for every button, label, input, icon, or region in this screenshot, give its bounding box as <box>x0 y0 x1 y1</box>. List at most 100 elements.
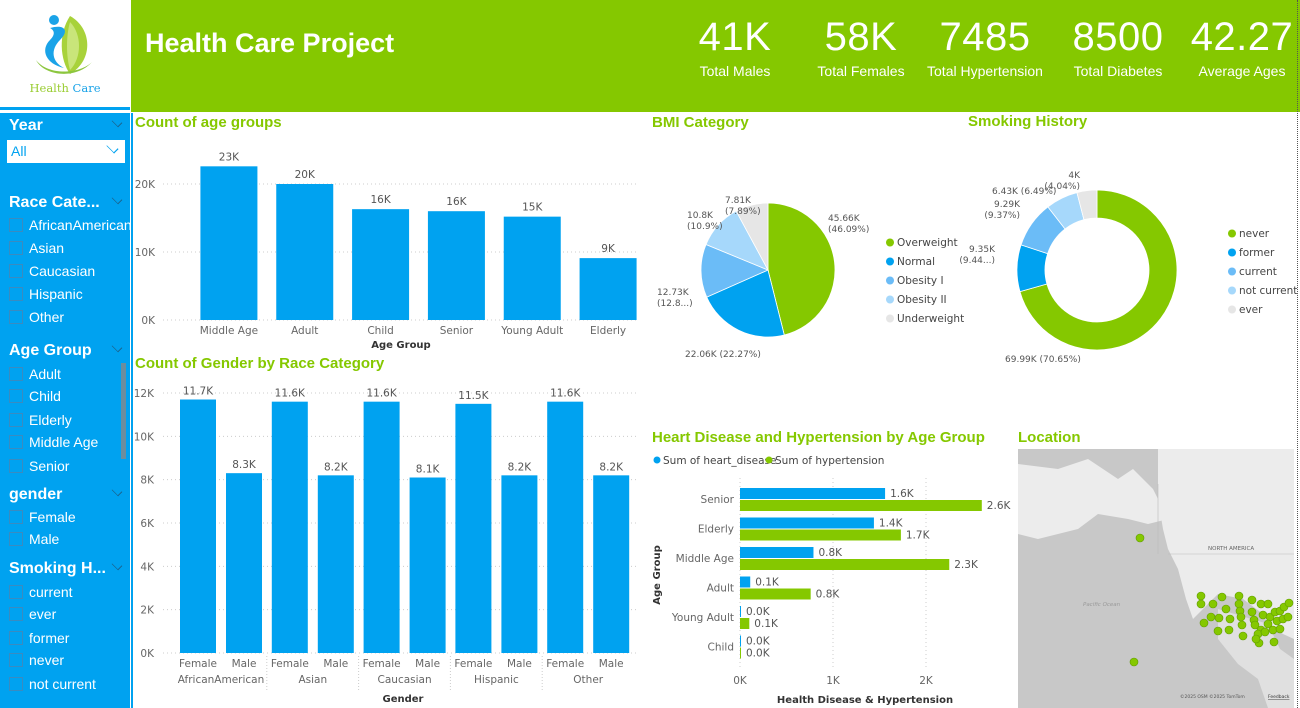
checkbox[interactable] <box>9 218 23 232</box>
race-option-africanamerican[interactable]: AfricanAmerican <box>9 215 132 235</box>
y-tick-label: Middle Age <box>676 553 734 565</box>
kpi-value: 7485 <box>939 15 1031 59</box>
group-label: Asian <box>298 674 327 686</box>
kpi-label: Total Males <box>699 63 771 79</box>
map-title: Location <box>1018 429 1081 446</box>
race-option-asian[interactable]: Asian <box>9 238 64 258</box>
race-option-caucasian[interactable]: Caucasian <box>9 261 95 281</box>
checkbox[interactable] <box>9 585 23 599</box>
age-option-child[interactable]: Child <box>9 386 61 406</box>
location-markers <box>1129 533 1294 667</box>
location-map[interactable]: NORTH AMERICA Pacific Ocean ©2025 OSM ©2… <box>1018 449 1294 708</box>
gender-option-female[interactable]: Female <box>9 507 76 527</box>
x-tick-label: Female <box>179 658 217 670</box>
location-marker <box>1135 533 1145 543</box>
age-option-elderly[interactable]: Elderly <box>9 410 72 430</box>
age-groups-chart-title: Count of age groups <box>135 114 282 131</box>
legend-marker <box>886 276 894 285</box>
data-label: 16K <box>446 196 467 208</box>
location-marker <box>1238 631 1248 641</box>
chevron-down-icon[interactable] <box>111 341 123 353</box>
y-tick-label: 10K <box>134 431 155 443</box>
x-tick-label: Male <box>323 658 348 670</box>
x-tick-label: 0K <box>733 675 748 687</box>
checkbox[interactable] <box>9 435 23 449</box>
kpi-card-total-males: 41K Total Males <box>687 14 783 80</box>
data-label: 1.7K <box>906 530 931 542</box>
smoking-option-current[interactable]: current <box>9 582 73 602</box>
location-marker <box>1268 625 1278 635</box>
kpi-label: Total Diabetes <box>1073 63 1163 79</box>
x-axis-title: Age Group <box>371 340 430 351</box>
gender-option-male[interactable]: Male <box>9 529 59 549</box>
age-group-scrollbar[interactable] <box>121 363 126 459</box>
location-marker <box>1237 620 1247 630</box>
slice-data-label: 10.8K <box>687 211 714 221</box>
legend-label: not current <box>1239 285 1297 297</box>
bar <box>740 488 886 499</box>
map-feedback-link[interactable]: Feedback <box>1268 694 1290 700</box>
chevron-down-icon[interactable] <box>111 116 123 128</box>
checkbox[interactable] <box>9 264 23 278</box>
location-marker <box>1234 591 1244 601</box>
x-tick-label: Elderly <box>590 325 626 337</box>
year-dropdown[interactable]: All <box>7 140 125 163</box>
checkbox[interactable] <box>9 367 23 381</box>
smoking-donut-chart: 69.99K (70.65%) never 9.35K(9.44...) former… <box>960 171 1297 365</box>
location-marker <box>1208 599 1218 609</box>
logo-text: Health Care <box>29 81 101 95</box>
chevron-down-icon[interactable] <box>111 485 123 497</box>
race-option-other[interactable]: Other <box>9 307 64 327</box>
checkbox[interactable] <box>9 677 23 691</box>
bmi-chart-title: BMI Category <box>652 114 749 131</box>
bar <box>740 618 750 629</box>
slice-data-label: (46.09%) <box>828 225 869 235</box>
kpi-card-average-ages: 42.27 Average Ages <box>1189 14 1295 80</box>
bar <box>276 184 334 320</box>
chevron-down-icon <box>106 141 119 154</box>
legend-label: never <box>1239 228 1270 240</box>
bar <box>427 211 485 320</box>
age-option-adult[interactable]: Adult <box>9 364 61 384</box>
checkbox[interactable] <box>9 413 23 427</box>
map-canvas[interactable]: NORTH AMERICA Pacific Ocean ©2025 OSM ©2… <box>1018 449 1294 708</box>
alaska-landmass <box>1018 459 1168 539</box>
legend-label: Obesity II <box>897 294 947 306</box>
y-tick-label: Adult <box>707 583 734 595</box>
checkbox[interactable] <box>9 607 23 621</box>
checkbox[interactable] <box>9 459 23 473</box>
checkbox[interactable] <box>9 287 23 301</box>
location-marker <box>1250 620 1260 630</box>
legend-label: ever <box>1239 304 1263 316</box>
age-option-middle-age[interactable]: Middle Age <box>9 432 98 452</box>
checkbox[interactable] <box>9 653 23 667</box>
checkbox[interactable] <box>9 532 23 546</box>
smoking-option-never[interactable]: never <box>9 650 64 670</box>
chevron-down-icon[interactable] <box>111 559 123 571</box>
filter-sidebar: Year All Race Cate... AfricanAmerican As… <box>0 113 132 708</box>
year-selected-value: All <box>11 143 27 159</box>
divider <box>1297 0 1298 708</box>
smoking-option-former[interactable]: former <box>9 628 69 648</box>
slice-data-label: 9.35K <box>969 245 996 255</box>
checkbox[interactable] <box>9 241 23 255</box>
bar <box>200 166 258 320</box>
checkbox[interactable] <box>9 510 23 524</box>
checkbox[interactable] <box>9 631 23 645</box>
checkbox[interactable] <box>9 389 23 403</box>
page-title: Health Care Project <box>145 28 395 58</box>
smoking-option-ever[interactable]: ever <box>9 604 56 624</box>
y-tick-label: 10K <box>135 247 156 259</box>
slice-data-label: 9.29K <box>994 200 1021 210</box>
chevron-down-icon[interactable] <box>111 193 123 205</box>
checkbox[interactable] <box>9 310 23 324</box>
age-option-senior[interactable]: Senior <box>9 456 69 476</box>
data-label: 0.0K <box>746 648 771 660</box>
slice <box>735 202 769 271</box>
x-tick-label: Young Adult <box>500 325 563 337</box>
smoking-option-not-current[interactable]: not current <box>9 674 96 694</box>
slice <box>706 269 785 338</box>
y-tick-label: 8K <box>140 475 155 487</box>
race-option-hispanic[interactable]: Hispanic <box>9 284 83 304</box>
legend-marker <box>886 314 894 323</box>
